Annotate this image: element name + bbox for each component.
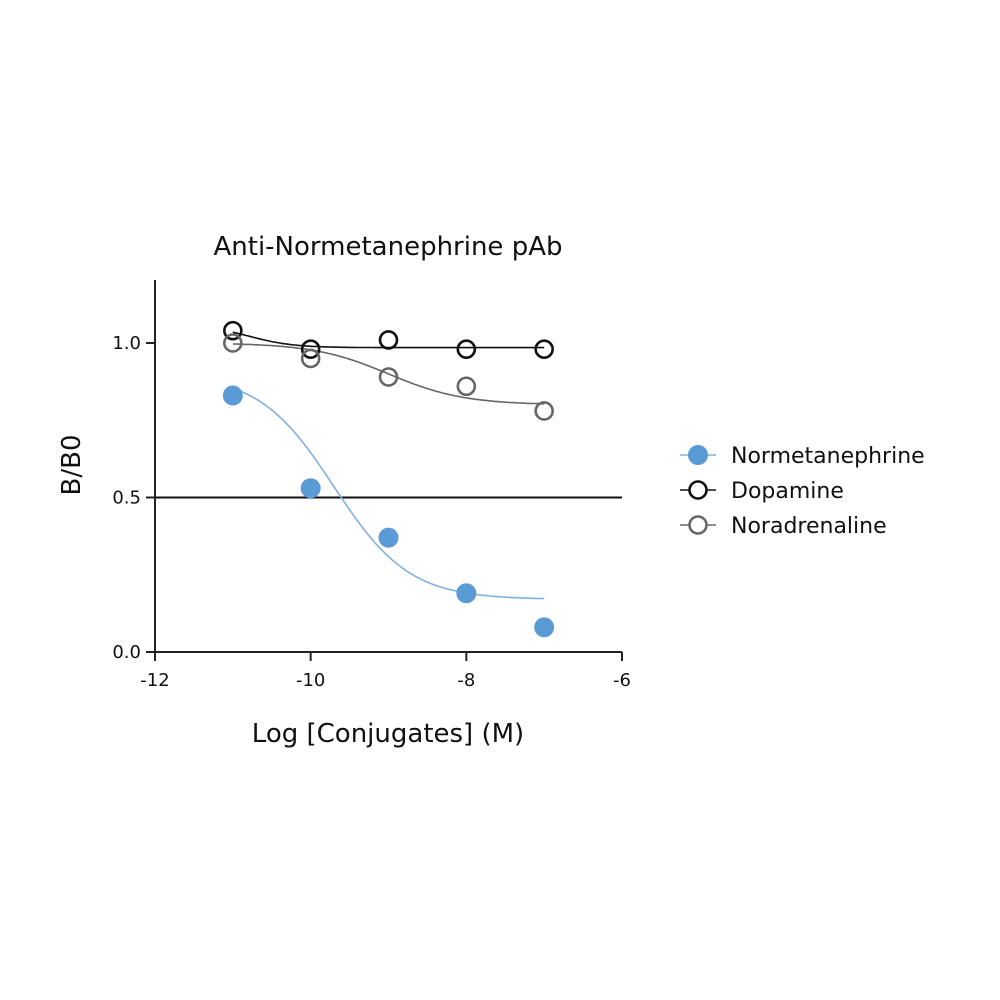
point-noradrenaline <box>534 401 554 421</box>
legend-item-dopamine: Dopamine <box>680 479 844 504</box>
point-normetanephrine <box>456 583 477 604</box>
x-tick-label: -8 <box>457 670 475 691</box>
x-axis-label: Log [Conjugates] (M) <box>252 719 524 749</box>
point-normetanephrine <box>378 527 399 548</box>
x-tick-label: -12 <box>140 670 169 691</box>
data-points <box>222 320 555 638</box>
point-noradrenaline <box>456 376 477 397</box>
point-normetanephrine <box>534 617 555 638</box>
x-tick-label: -10 <box>296 670 325 691</box>
y-ticks: 0.0 0.5 1.0 <box>112 333 155 663</box>
legend-marker <box>688 515 708 535</box>
legend-marker <box>688 445 708 465</box>
x-ticks: -12 -10 -8 -6 <box>140 652 631 691</box>
point-dopamine <box>456 339 477 359</box>
fit-curve-dopamine <box>232 331 545 349</box>
legend-item-noradrenaline: Noradrenaline <box>680 514 887 539</box>
x-tick-label: -6 <box>613 670 631 691</box>
legend-item-normetanephrine: Normetanephrine <box>680 444 925 469</box>
point-dopamine <box>534 339 554 359</box>
legend-label: Noradrenaline <box>731 514 887 539</box>
point-dopamine <box>223 320 243 341</box>
point-normetanephrine <box>300 478 321 499</box>
point-dopamine <box>378 330 399 350</box>
y-tick-label: 1.0 <box>112 333 141 354</box>
legend-marker <box>688 480 708 500</box>
point-normetanephrine <box>222 385 243 406</box>
legend-label: Normetanephrine <box>731 444 925 469</box>
fit-curves <box>232 331 545 600</box>
legend-label: Dopamine <box>731 479 844 504</box>
point-noradrenaline <box>378 367 399 387</box>
fit-curve-noradrenaline <box>232 343 545 405</box>
point-noradrenaline <box>223 333 243 353</box>
legend: Normetanephrine Dopamine Noradrenaline <box>680 444 925 539</box>
y-tick-label: 0.5 <box>112 488 141 509</box>
point-noradrenaline <box>300 348 321 369</box>
chart-title: Anti-Normetanephrine pAb <box>213 232 562 262</box>
fit-curve-normetanephrine <box>232 387 545 600</box>
point-dopamine <box>300 339 321 359</box>
y-tick-label: 0.0 <box>112 642 141 663</box>
y-axis-label: B/B0 <box>57 435 87 496</box>
